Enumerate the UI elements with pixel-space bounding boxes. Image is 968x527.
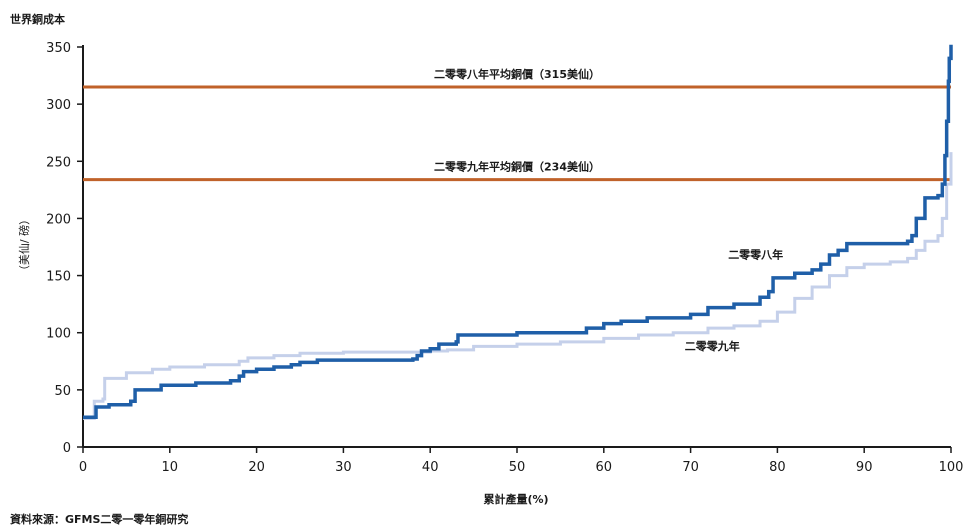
x-tick-label: 100 xyxy=(939,460,964,475)
y-tick-label: 150 xyxy=(46,270,71,285)
y-tick-label: 350 xyxy=(46,41,71,56)
x-tick-label: 80 xyxy=(769,460,786,475)
reference-line-label: 二零零八年平均銅價（315美仙） xyxy=(434,67,600,81)
x-tick-label: 0 xyxy=(79,460,87,475)
reference-lines: 二零零八年平均銅價（315美仙） 二零零九年平均銅價（234美仙） xyxy=(83,67,951,182)
y-tick-label: 100 xyxy=(46,327,71,342)
x-tick-label: 20 xyxy=(248,460,265,475)
series-line-2008 xyxy=(83,44,953,420)
x-tick-label: 90 xyxy=(856,460,873,475)
x-tick-label: 10 xyxy=(162,460,179,475)
reference-line-label: 二零零九年平均銅價（234美仙） xyxy=(434,160,600,174)
y-axis-label: （美仙/ 磅） xyxy=(17,214,31,276)
x-tick-label: 30 xyxy=(335,460,352,475)
x-tick-label: 40 xyxy=(422,460,439,475)
y-tick-label: 200 xyxy=(46,212,71,227)
source-note: 資料來源：GFMS二零一零年銅研究 xyxy=(10,512,188,526)
x-axis-label: 累計產量(%) xyxy=(483,492,548,506)
series-annotation: 二零零八年 xyxy=(728,247,783,261)
axes: 0 50 100 150 200 250 300 350 0 10 20 30 40 50 60 70 80 90… xyxy=(46,41,963,475)
y-tick-label: 0 xyxy=(63,441,71,456)
x-tick-label: 50 xyxy=(509,460,526,475)
series-line-2009 xyxy=(83,152,953,420)
x-tick-label: 60 xyxy=(596,460,613,475)
series-lines xyxy=(83,44,953,420)
chart-title: 世界銅成本 xyxy=(10,12,65,26)
y-tick-label: 50 xyxy=(54,384,71,399)
x-tick-label: 70 xyxy=(682,460,699,475)
y-tick-label: 250 xyxy=(46,155,71,170)
y-tick-label: 300 xyxy=(46,98,71,113)
series-annotation: 二零零九年 xyxy=(685,339,740,353)
